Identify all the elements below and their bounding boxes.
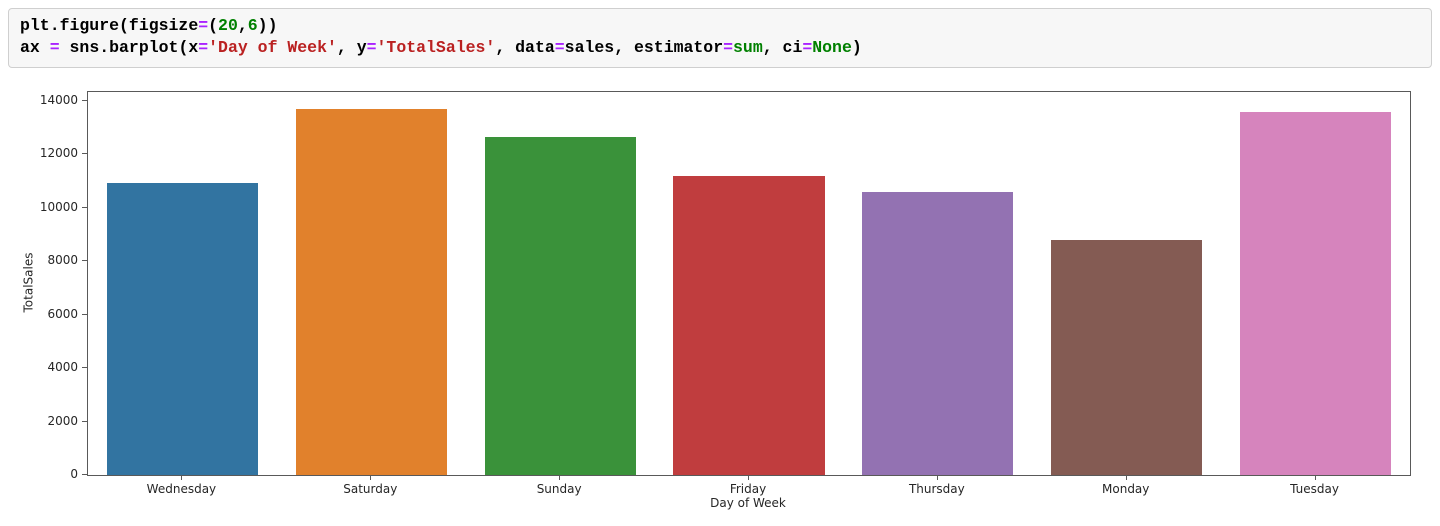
code-token-num: 6 <box>247 16 258 35</box>
code-token-op: = <box>802 38 813 57</box>
code-token-plain: , data <box>495 38 555 57</box>
code-token-op: = <box>366 38 377 57</box>
code-token-builtin: sum <box>733 38 763 57</box>
x-axis-label: Day of Week <box>710 496 786 510</box>
y-tick-label: 6000 <box>47 306 78 321</box>
code-token-op: = <box>198 38 209 57</box>
code-token-plain: , ci <box>762 38 803 57</box>
y-tick-mark <box>82 206 87 208</box>
code-token-plain: ) <box>851 38 862 57</box>
bar-tuesday <box>1240 111 1392 475</box>
x-tick-label: Saturday <box>343 482 398 496</box>
code-line: plt.figure(figsize=(20,6)) <box>20 15 1420 37</box>
x-tick-mark <box>1314 475 1316 480</box>
code-token-plain: plt.figure(figsize <box>20 16 199 35</box>
bar-monday <box>1051 239 1203 475</box>
code-token-plain: sales <box>564 38 615 57</box>
code-token-str: 'TotalSales' <box>376 38 496 57</box>
plot-area <box>87 91 1411 476</box>
code-token-op: = <box>723 38 734 57</box>
x-tick-label: Friday <box>729 482 767 496</box>
code-token-plain: , estimator <box>614 38 724 57</box>
y-tick-label: 4000 <box>47 360 78 375</box>
bar-wednesday <box>106 182 258 475</box>
code-cell[interactable]: plt.figure(figsize=(20,6)) ax = sns.barpl… <box>8 8 1432 68</box>
x-tick-mark <box>370 475 372 480</box>
x-tick-mark <box>936 475 938 480</box>
bar-friday <box>673 175 825 475</box>
code-token-kw: None <box>812 38 852 57</box>
x-tick-mark <box>1125 475 1127 480</box>
y-tick-label: 12000 <box>39 146 78 161</box>
code-token-plain: , <box>237 16 248 35</box>
code-token-plain: ax <box>20 38 50 57</box>
x-tick-label: Thursday <box>908 482 965 496</box>
y-tick-label: 8000 <box>47 253 78 268</box>
code-text[interactable]: plt.figure(figsize=(20,6)) ax = sns.barpl… <box>20 15 1420 59</box>
bar-sunday <box>484 137 636 475</box>
code-token-plain: sns.barplot(x <box>59 38 199 57</box>
y-tick-mark <box>82 260 87 262</box>
x-tick-label: Tuesday <box>1290 482 1339 496</box>
code-token-plain: , y <box>336 38 367 57</box>
code-token-num: 20 <box>218 16 238 35</box>
x-tick-mark <box>181 475 183 480</box>
code-token-plain: )) <box>257 16 278 35</box>
x-tick-mark <box>559 475 561 480</box>
y-tick-mark <box>82 367 87 369</box>
x-tick-mark <box>748 475 749 480</box>
y-tick-mark <box>82 420 87 422</box>
bar-saturday <box>295 109 447 475</box>
y-tick-mark <box>82 100 87 102</box>
x-tick-label: Sunday <box>536 482 582 496</box>
code-line: ax = sns.barplot(x='Day of Week', y='Tot… <box>20 37 1420 59</box>
code-token-op: = <box>554 38 565 57</box>
code-token-op: = <box>49 38 60 57</box>
y-tick-label: 14000 <box>39 93 78 108</box>
y-tick-mark <box>82 313 87 315</box>
y-tick-label: 2000 <box>47 413 78 428</box>
code-token-plain: ( <box>208 16 219 35</box>
y-tick-mark <box>82 153 87 155</box>
y-tick-label: 0 <box>70 467 78 481</box>
code-token-op: = <box>198 16 209 35</box>
x-tick-label: Monday <box>1102 482 1150 496</box>
x-tick-label: Wednesday <box>146 482 217 496</box>
y-tick-label: 10000 <box>39 199 78 214</box>
bar-thursday <box>862 191 1014 475</box>
code-token-str: 'Day of Week' <box>208 38 337 57</box>
y-tick-mark <box>82 474 87 475</box>
